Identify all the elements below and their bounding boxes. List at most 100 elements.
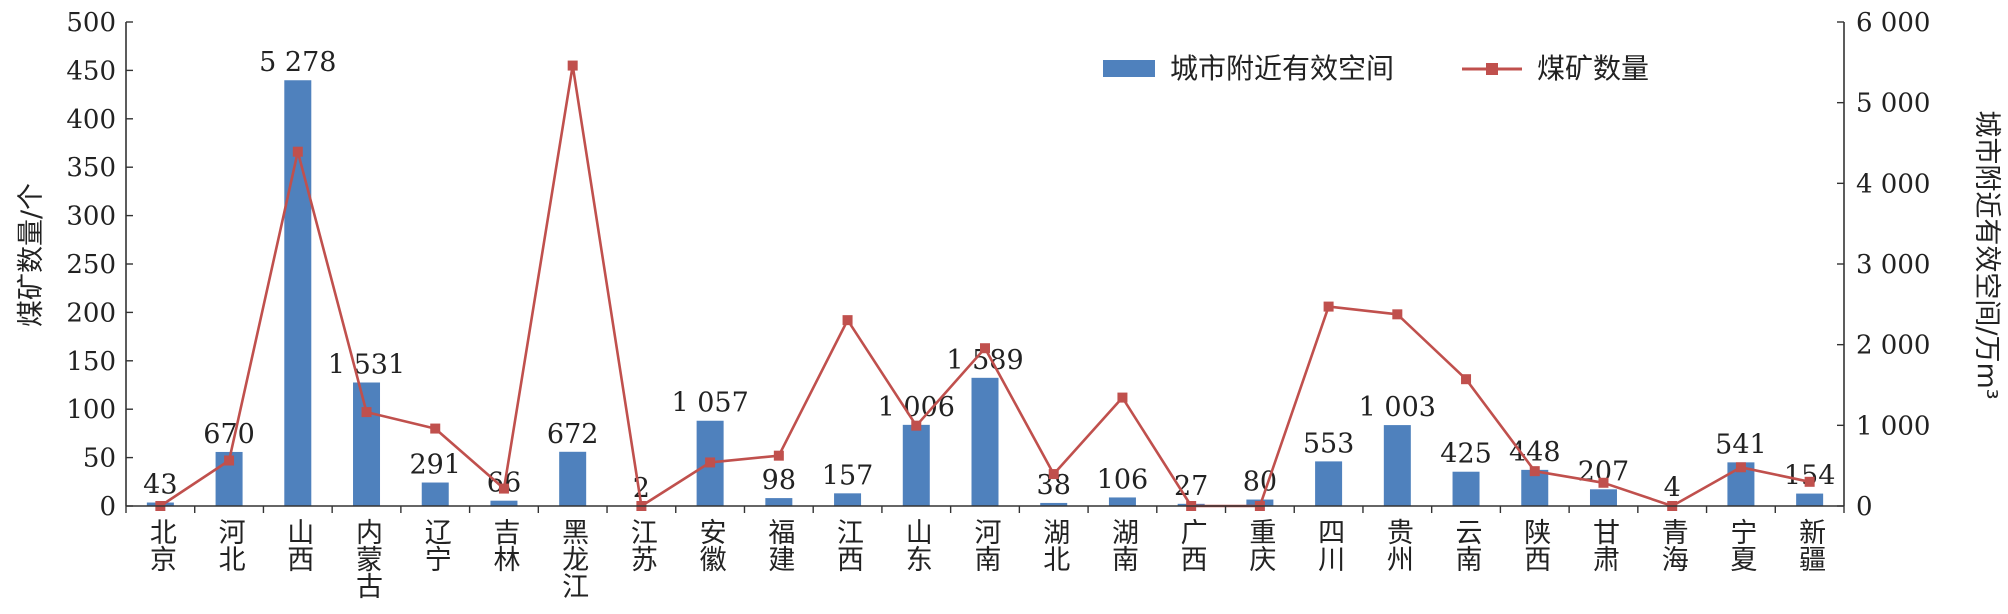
legend-line-label: 煤矿数量 (1537, 52, 1649, 85)
bar-云南 (1452, 471, 1480, 506)
bar-湖北 (1040, 502, 1068, 506)
line-point-山东 (911, 420, 922, 431)
line-point-福建 (773, 450, 784, 461)
line-point-四川 (1323, 301, 1334, 312)
bar-河南 (971, 377, 999, 506)
bar-label-福建: 98 (762, 465, 796, 496)
y-left-tick-label: 400 (66, 105, 116, 135)
bar-label-宁夏: 541 (1715, 429, 1767, 460)
line-point-内蒙古 (361, 407, 372, 418)
x-tick-label-山东: 山东 (901, 518, 932, 572)
x-tick-label-安徽: 安徽 (695, 518, 727, 572)
x-tick-label-河南: 河南 (970, 518, 1002, 572)
bar-贵州 (1383, 425, 1411, 506)
bar-series (146, 80, 1824, 506)
line-point-陕西 (1529, 466, 1540, 477)
y-left-tick-label: 350 (66, 153, 116, 183)
bar-四川 (1315, 461, 1343, 506)
x-tick-label-甘肃: 甘肃 (1588, 518, 1619, 572)
x-tick-label-北京: 北京 (145, 518, 177, 572)
x-tick-label-河北: 河北 (214, 518, 246, 572)
bar-湖南 (1108, 497, 1136, 506)
line-point-湖南 (1117, 392, 1128, 403)
bar-福建 (765, 498, 793, 506)
x-tick-label-湖北: 湖北 (1038, 518, 1070, 572)
x-tick-label-江苏: 江苏 (626, 518, 657, 572)
bar-label-新疆: 154 (1784, 461, 1836, 492)
x-tick-label-宁夏: 宁夏 (1725, 518, 1757, 572)
line-point-湖北 (1048, 469, 1059, 480)
x-tick-label-新疆: 新疆 (1794, 518, 1826, 572)
y-axis-right-title: 城市附近有效空间/万m³ (1971, 110, 2002, 399)
y-right-tick-label: 0 (1856, 492, 1873, 522)
x-tick-labels: 北京 河北 山西 内蒙古 辽宁 吉林 黑龙江 江苏 安徽 福建 江西 山东 河南 湖北 湖南 广西 重庆 四川 贵州… (145, 518, 1826, 599)
line-series (155, 60, 1815, 511)
bar-江西 (834, 493, 862, 506)
bar-label-陕西: 448 (1509, 437, 1561, 468)
line-point-安徽 (705, 457, 716, 468)
bar-山东 (902, 424, 930, 506)
bar-label-江西: 157 (822, 460, 874, 491)
y-right-tick-label: 2 000 (1856, 331, 1930, 361)
x-tick-label-青海: 青海 (1657, 518, 1688, 572)
y-left-tick-label: 250 (66, 250, 116, 280)
x-tick-label-福建: 福建 (763, 518, 795, 572)
y-left-tick-label: 450 (66, 56, 116, 86)
line-point-河北 (224, 455, 235, 466)
line-point-吉林 (498, 483, 509, 494)
y-left-tick-label: 50 (83, 444, 116, 474)
x-tick-label-广西: 广西 (1176, 518, 1207, 572)
line-point-新疆 (1804, 476, 1815, 487)
y-left-tick-label: 200 (66, 298, 116, 328)
x-tick-label-湖南: 湖南 (1107, 518, 1138, 572)
bar-label-贵州: 1 003 (1359, 392, 1436, 423)
y-left-tick-label: 500 (66, 8, 116, 38)
x-tick-label-贵州: 贵州 (1382, 518, 1414, 572)
bar-label-安徽: 1 057 (671, 388, 748, 419)
line-point-宁夏 (1735, 462, 1746, 473)
y-right-tick-label: 6 000 (1856, 8, 1930, 38)
y-right-tick-label: 5 000 (1856, 89, 1930, 119)
bar-label-北京: 43 (143, 470, 177, 501)
x-tick-label-四川: 四川 (1313, 518, 1345, 572)
axes: 0 50 100 150 200 250 300 350 400 450 500 0 1 000 2 00… (66, 8, 1930, 522)
x-tick-label-陕西: 陕西 (1519, 518, 1550, 572)
y-left-tick-label: 150 (66, 347, 116, 377)
legend-bar-swatch (1103, 60, 1155, 77)
x-tick-label-吉林: 吉林 (488, 518, 519, 572)
line-point-甘肃 (1598, 477, 1609, 488)
x-tick-label-内蒙古: 内蒙古 (351, 518, 382, 599)
line-point-云南 (1461, 374, 1472, 385)
bar-label-山西: 5 278 (259, 47, 336, 78)
x-tick-label-重庆: 重庆 (1244, 518, 1276, 572)
x-tick-label-山西: 山西 (282, 518, 313, 572)
y-left-tick-label: 100 (66, 395, 116, 425)
x-tick-label-辽宁: 辽宁 (420, 518, 452, 572)
x-tick-label-黑龙江: 黑龙江 (557, 518, 589, 599)
y-left-tick-label: 300 (66, 202, 116, 232)
bar-label-四川: 553 (1303, 428, 1355, 459)
bar-label-云南: 425 (1440, 439, 1492, 470)
bar-黑龙江 (559, 451, 587, 506)
line-point-黑龙江 (567, 60, 578, 71)
x-tick-label-云南: 云南 (1451, 518, 1482, 572)
bar-内蒙古 (353, 382, 381, 506)
bar-label-黑龙江: 672 (547, 419, 599, 450)
bar-label-青海: 4 (1664, 473, 1681, 504)
bar-新疆 (1796, 493, 1824, 506)
bar-山西 (284, 80, 312, 506)
bar-甘肃 (1589, 489, 1617, 506)
line-point-山西 (292, 146, 303, 157)
x-tick-label-江西: 江西 (832, 518, 863, 572)
y-right-tick-label: 1 000 (1856, 411, 1930, 441)
bar-吉林 (490, 500, 518, 506)
legend: 城市附近有效空间 煤矿数量 (1103, 52, 1649, 85)
bar-辽宁 (421, 482, 449, 506)
line-point-河南 (980, 343, 990, 354)
y-left-tick-label: 0 (99, 492, 116, 522)
y-right-tick-label: 4 000 (1856, 169, 1930, 199)
bar-label-湖南: 106 (1097, 464, 1149, 495)
line-point-贵州 (1392, 309, 1403, 320)
